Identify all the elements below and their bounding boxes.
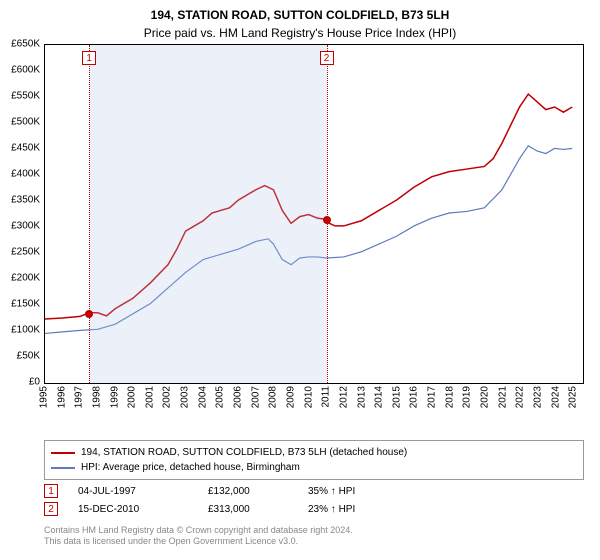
x-tick-label: 2021 [497, 386, 508, 408]
sale-marker-box: 1 [44, 484, 58, 498]
sale-delta: 23% ↑ HPI [308, 504, 428, 515]
sale-date: 15-DEC-2010 [78, 504, 188, 515]
x-tick-label: 2015 [391, 386, 402, 408]
sale-dot [323, 216, 331, 224]
x-tick-label: 2025 [568, 386, 579, 408]
chart-area: 12 £0£50K£100K£150K£200K£250K£300K£350K£… [44, 44, 584, 404]
x-tick-label: 2024 [550, 386, 561, 408]
y-tick-label: £100K [11, 325, 40, 336]
sale-marker-line [327, 45, 328, 383]
x-tick-label: 2013 [356, 386, 367, 408]
y-tick-label: £200K [11, 273, 40, 284]
x-tick-label: 2022 [515, 386, 526, 408]
sale-date: 04-JUL-1997 [78, 486, 188, 497]
y-tick-label: £650K [11, 39, 40, 50]
y-tick-label: £600K [11, 65, 40, 76]
x-tick-label: 1997 [74, 386, 85, 408]
x-tick-label: 2009 [285, 386, 296, 408]
x-tick-label: 2023 [532, 386, 543, 408]
sale-price: £313,000 [208, 504, 288, 515]
x-tick-label: 2014 [374, 386, 385, 408]
y-tick-label: £350K [11, 195, 40, 206]
x-tick-label: 2000 [127, 386, 138, 408]
x-tick-label: 2008 [268, 386, 279, 408]
x-tick-label: 2018 [444, 386, 455, 408]
chart-container: 194, STATION ROAD, SUTTON COLDFIELD, B73… [0, 0, 600, 560]
y-tick-label: £550K [11, 91, 40, 102]
x-tick-label: 2001 [144, 386, 155, 408]
y-tick-label: £150K [11, 299, 40, 310]
y-tick-label: £400K [11, 169, 40, 180]
x-tick-label: 2007 [250, 386, 261, 408]
sales-table: 1 04-JUL-1997 £132,000 35% ↑ HPI 2 15-DEC-201… [44, 482, 584, 518]
y-tick-label: £250K [11, 247, 40, 258]
x-tick-label: 1999 [109, 386, 120, 408]
y-tick-label: £300K [11, 221, 40, 232]
x-tick-label: 2010 [303, 386, 314, 408]
legend-item: HPI: Average price, detached house, Birm… [51, 460, 577, 475]
legend-swatch [51, 452, 75, 454]
x-tick-label: 2011 [321, 386, 332, 408]
chart-title: 194, STATION ROAD, SUTTON COLDFIELD, B73… [0, 0, 600, 24]
legend-label: 194, STATION ROAD, SUTTON COLDFIELD, B73… [81, 445, 407, 460]
x-tick-label: 2020 [479, 386, 490, 408]
x-tick-label: 1995 [39, 386, 50, 408]
footnote: Contains HM Land Registry data © Crown c… [44, 525, 584, 548]
x-tick-label: 1998 [91, 386, 102, 408]
y-tick-label: £500K [11, 117, 40, 128]
x-tick-label: 2003 [180, 386, 191, 408]
legend-label: HPI: Average price, detached house, Birm… [81, 460, 300, 475]
sale-row: 2 15-DEC-2010 £313,000 23% ↑ HPI [44, 500, 584, 518]
sale-row: 1 04-JUL-1997 £132,000 35% ↑ HPI [44, 482, 584, 500]
sale-dot [85, 310, 93, 318]
y-tick-label: £50K [17, 351, 40, 362]
sale-marker-box: 1 [82, 51, 96, 65]
x-tick-label: 2002 [162, 386, 173, 408]
legend-swatch [51, 467, 75, 469]
x-tick-label: 2016 [409, 386, 420, 408]
sale-delta: 35% ↑ HPI [308, 486, 428, 497]
x-tick-label: 1996 [56, 386, 67, 408]
y-tick-label: £450K [11, 143, 40, 154]
x-tick-label: 2005 [215, 386, 226, 408]
chart-subtitle: Price paid vs. HM Land Registry's House … [0, 24, 600, 44]
x-tick-label: 2019 [462, 386, 473, 408]
legend: 194, STATION ROAD, SUTTON COLDFIELD, B73… [44, 440, 584, 480]
x-tick-label: 2017 [427, 386, 438, 408]
sale-marker-box: 2 [44, 502, 58, 516]
x-tick-label: 2004 [197, 386, 208, 408]
shaded-ownership-period [89, 45, 326, 383]
x-tick-label: 2006 [233, 386, 244, 408]
sale-marker-line [89, 45, 90, 383]
plot-region: 12 [44, 44, 584, 384]
sale-price: £132,000 [208, 486, 288, 497]
legend-item: 194, STATION ROAD, SUTTON COLDFIELD, B73… [51, 445, 577, 460]
x-tick-label: 2012 [338, 386, 349, 408]
sale-marker-box: 2 [320, 51, 334, 65]
